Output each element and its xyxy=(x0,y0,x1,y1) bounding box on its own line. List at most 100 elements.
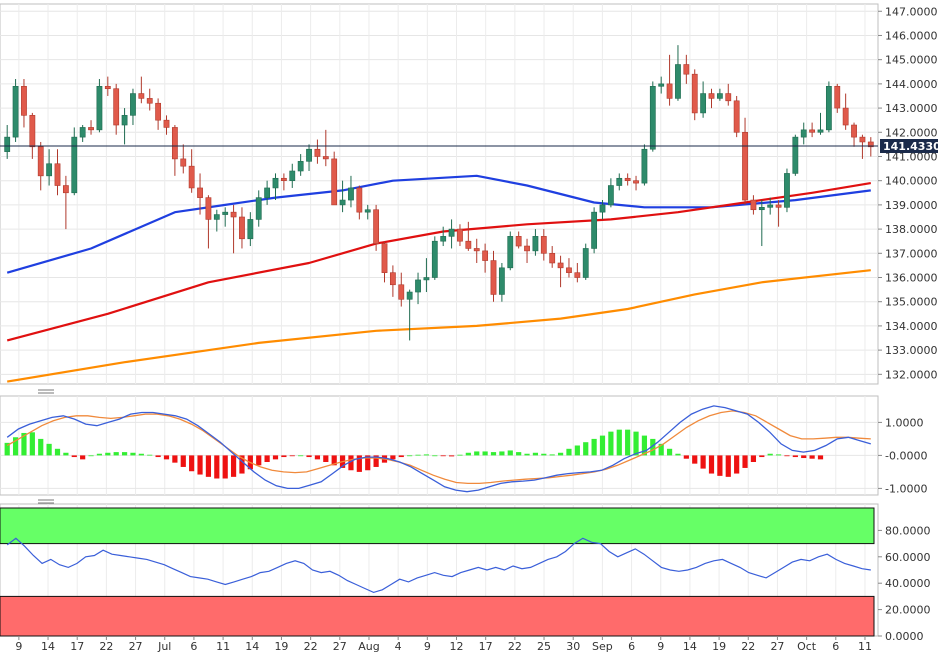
histogram-bar xyxy=(138,453,144,456)
histogram-bar xyxy=(683,455,689,459)
x-tick-label: Sep xyxy=(592,640,613,653)
candle xyxy=(549,246,556,268)
candle-body xyxy=(851,124,857,138)
candle xyxy=(691,69,698,121)
candle-body xyxy=(792,136,799,174)
histogram-bar xyxy=(457,454,463,456)
histogram-bar xyxy=(281,455,287,458)
candle xyxy=(306,144,312,172)
histogram-bar xyxy=(356,455,362,472)
candle xyxy=(163,115,170,135)
candle-body xyxy=(255,197,262,220)
histogram-bar xyxy=(130,452,136,456)
candle-body xyxy=(389,272,396,286)
candle xyxy=(155,98,162,130)
candle-body xyxy=(146,98,153,104)
candle-body xyxy=(239,216,245,240)
candle xyxy=(666,54,673,106)
price-tick-label: 141.0000 xyxy=(885,150,938,163)
candle-body xyxy=(306,148,312,162)
candle-body xyxy=(599,204,606,213)
candle xyxy=(423,258,430,293)
candle-body xyxy=(448,228,455,237)
candle xyxy=(339,180,346,213)
histogram-bar xyxy=(507,450,513,456)
histogram-bar xyxy=(541,453,547,456)
candle xyxy=(867,137,874,157)
histogram-bar xyxy=(390,455,396,460)
candle xyxy=(264,180,271,205)
candle xyxy=(222,207,229,227)
candle xyxy=(79,125,86,142)
histogram-bar xyxy=(474,451,480,456)
histogram-bar xyxy=(113,452,119,456)
histogram-bar xyxy=(557,452,564,456)
x-tick-label: 19 xyxy=(712,640,726,653)
candle xyxy=(700,81,707,118)
histogram-bar xyxy=(650,438,656,456)
price-tick-label: 139.0000 xyxy=(885,199,938,212)
panel-resize-handle[interactable] xyxy=(38,499,54,504)
candle-body xyxy=(197,187,203,198)
histogram-bar xyxy=(775,454,782,456)
x-tick-label: 22 xyxy=(304,640,318,653)
histogram-bar xyxy=(21,432,27,456)
candle-body xyxy=(800,129,807,138)
panel-resize-handle[interactable] xyxy=(38,389,54,394)
price-tick-label: 143.0000 xyxy=(885,102,938,115)
candle xyxy=(457,224,463,247)
candle-body xyxy=(809,129,816,133)
candle-body xyxy=(742,131,748,201)
candle-body xyxy=(423,277,430,281)
candle-body xyxy=(624,177,631,181)
candle-body xyxy=(431,240,438,278)
candle xyxy=(473,238,480,263)
histogram-bar xyxy=(88,455,94,457)
candle xyxy=(758,200,765,247)
histogram-bar xyxy=(365,455,371,471)
candle-body xyxy=(213,214,220,220)
candle-body xyxy=(834,85,841,109)
candle-body xyxy=(708,93,715,99)
candle-body xyxy=(88,127,94,131)
x-tick-label: 6 xyxy=(628,640,635,653)
price-tick-label: 135.0000 xyxy=(885,296,938,309)
candle-body xyxy=(675,64,681,99)
price-tick-label: 134.0000 xyxy=(885,320,938,333)
histogram-bar xyxy=(784,455,790,457)
candle-body xyxy=(364,209,371,213)
candle xyxy=(406,289,413,341)
candle xyxy=(716,88,723,101)
candle-body xyxy=(398,284,405,300)
candle xyxy=(364,204,371,220)
macd-tick-label: -0.0000 xyxy=(885,449,927,462)
x-tick-label: 14 xyxy=(683,640,697,653)
candle-body xyxy=(4,136,11,152)
histogram-bar xyxy=(440,455,446,457)
candle xyxy=(4,125,11,159)
candle-body xyxy=(758,207,765,211)
histogram-bar xyxy=(658,443,664,456)
candle-body xyxy=(37,146,44,177)
candle-body xyxy=(725,93,732,102)
candle-body xyxy=(633,180,639,184)
histogram-bar xyxy=(121,452,128,456)
histogram-bar xyxy=(46,443,52,456)
candle-body xyxy=(222,211,229,215)
candle xyxy=(46,149,53,186)
price-tick-label: 147.0000 xyxy=(885,5,938,18)
histogram-bar xyxy=(608,431,614,456)
candle-body xyxy=(825,85,832,131)
candle-body xyxy=(46,163,53,177)
x-tick-label: 27 xyxy=(129,640,143,653)
histogram-bar xyxy=(717,455,723,476)
candle-body xyxy=(54,163,61,186)
candle xyxy=(62,175,69,230)
candle-body xyxy=(121,115,128,126)
price-tick-label: 140.0000 xyxy=(885,175,938,188)
candle xyxy=(842,93,849,130)
candle xyxy=(373,204,380,251)
candle-body xyxy=(155,102,162,121)
candle xyxy=(582,243,589,280)
